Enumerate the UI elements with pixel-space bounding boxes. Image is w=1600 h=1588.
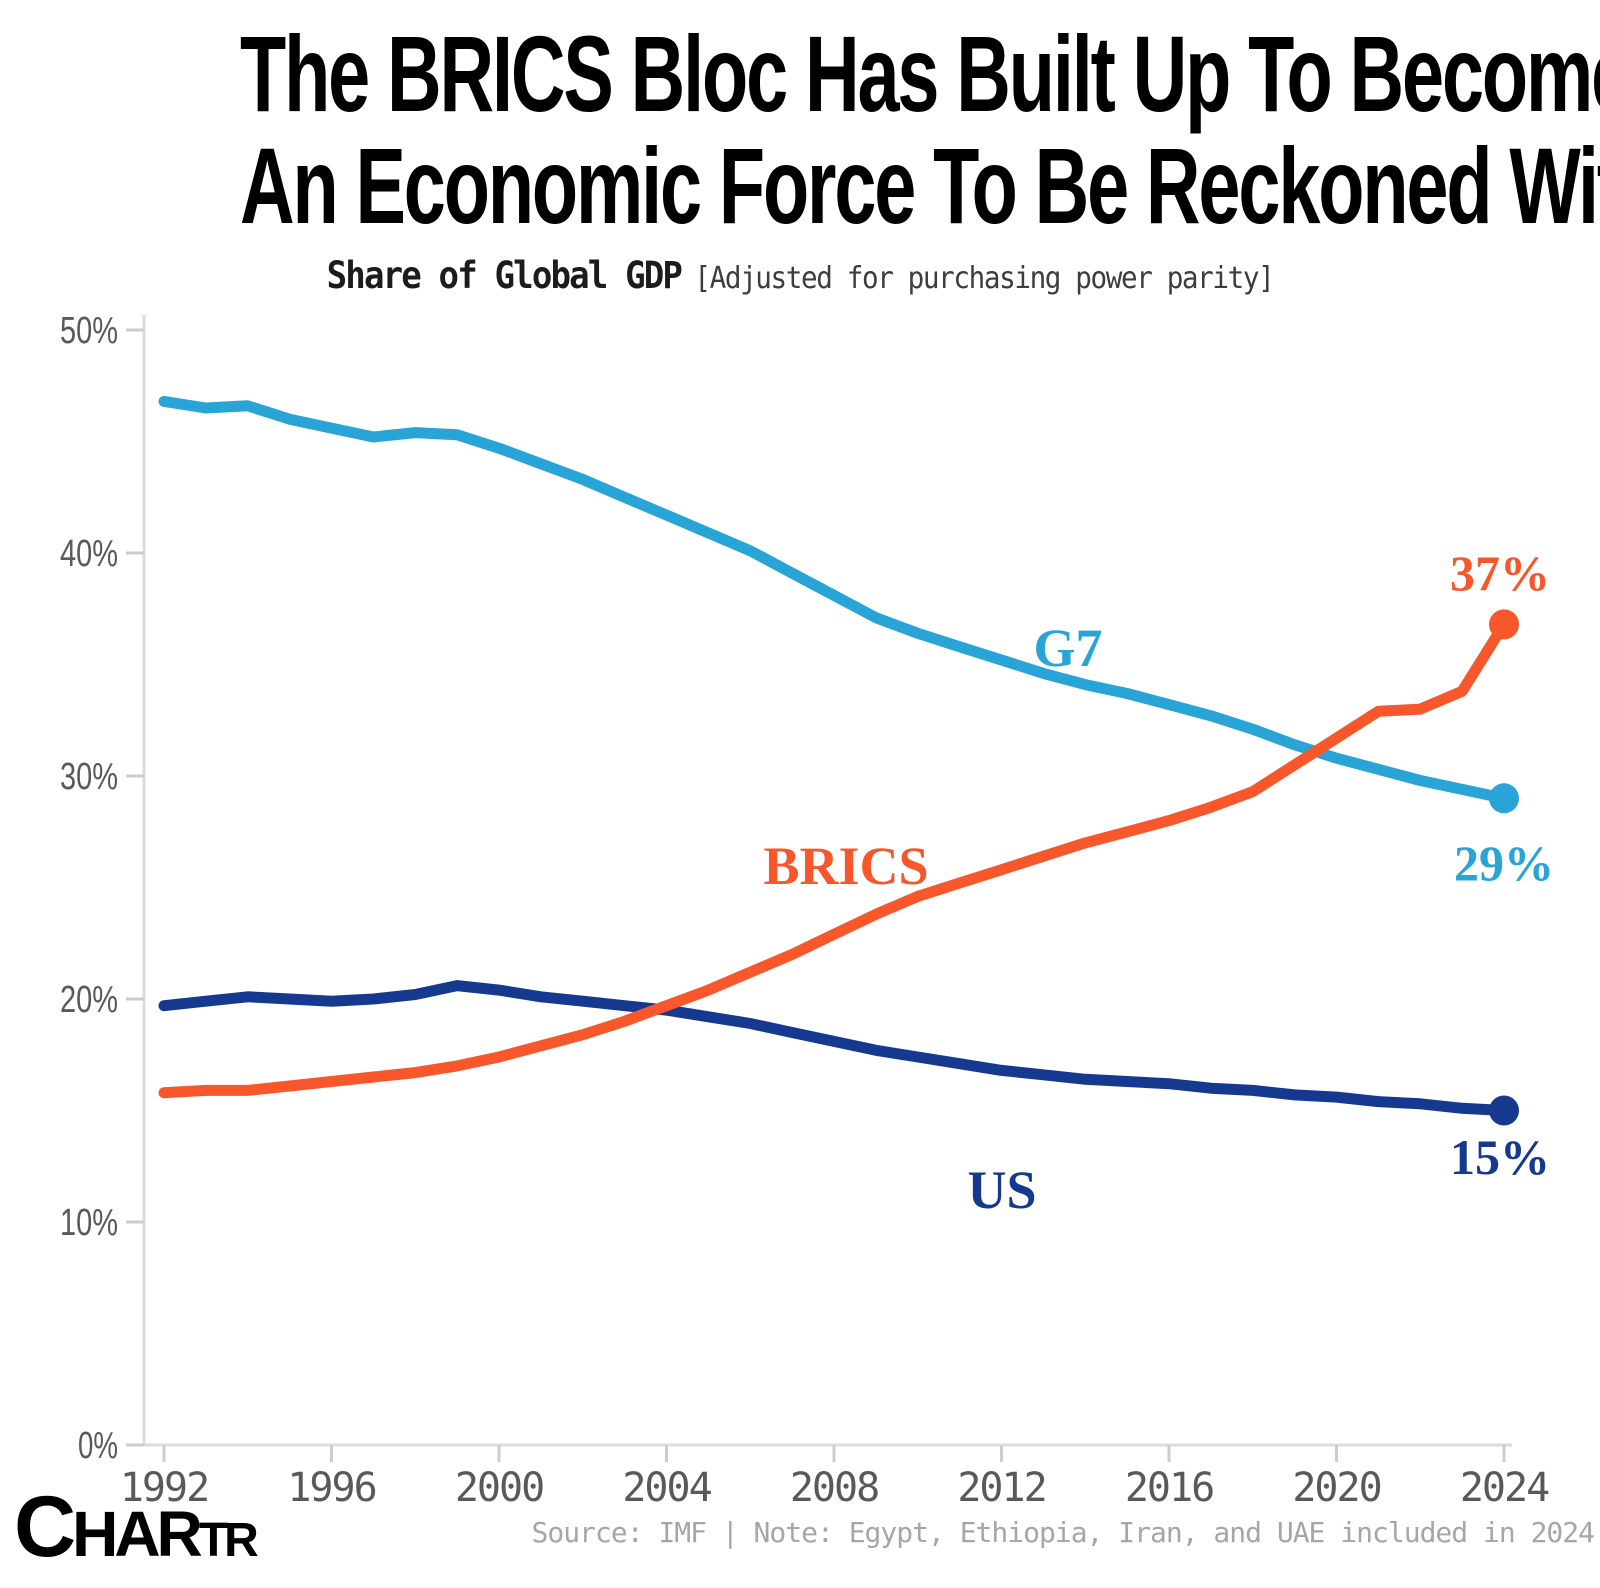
subtitle-note: [Adjusted for purchasing power parity]: [694, 261, 1274, 296]
page-title-line-2: An Economic Force To Be Reckoned With: [240, 125, 1600, 246]
x-axis-tick-label: 2000: [455, 1465, 543, 1510]
x-axis-tick-label: 2012: [957, 1465, 1045, 1510]
g7-line: [158, 395, 1510, 804]
y-axis-tick-label: 10%: [60, 1202, 118, 1244]
series-label-g7: G7: [1033, 618, 1102, 678]
logo-segment-3: TR: [198, 1514, 259, 1567]
g7-end-dot: [1489, 783, 1519, 814]
us-line: [158, 980, 1510, 1116]
subtitle-main: Share of Global GDP: [326, 254, 683, 297]
chart-area: 0% 10% 20% 30% 40% 50% 1992 1996 2000 2004 2008 201…: [0, 295, 1600, 1510]
logo-segment-1: C: [14, 1479, 76, 1575]
x-axis-tick-label: 2020: [1292, 1465, 1380, 1510]
brics-line: [158, 618, 1510, 1099]
x-axis-tick-label: 2008: [790, 1465, 878, 1510]
chart-subtitle: Share of Global GDP [Adjusted for purcha…: [64, 254, 1536, 297]
x-axis-tick-label: 2004: [622, 1465, 711, 1510]
page-title-line-1: The BRICS Bloc Has Built Up To Become: [240, 13, 1600, 134]
y-axis-tick-label: 40%: [60, 533, 118, 575]
end-value-label-us: 15%: [1450, 1129, 1550, 1185]
line-chart-canvas: 0% 10% 20% 30% 40% 50% 1992 1996 2000 2004 2008 201…: [60, 310, 1554, 1510]
y-axis-tick-label: 50%: [60, 310, 118, 352]
brics-end-dot: [1489, 609, 1519, 640]
series-label-us: US: [967, 1160, 1036, 1220]
title-block: The BRICS Bloc Has Built Up To Become An…: [0, 0, 1600, 242]
x-axis-tick-label: 2016: [1125, 1465, 1213, 1510]
series-label-brics: BRICS: [763, 836, 928, 896]
y-axis-tick-label: 0%: [78, 1425, 118, 1467]
chartr-logo: CHARTR: [14, 1478, 259, 1577]
logo-segment-2: HAR: [72, 1498, 203, 1570]
end-value-label-brics: 37%: [1450, 545, 1550, 601]
end-value-label-g7: 29%: [1454, 835, 1554, 891]
y-axis-tick-label: 30%: [60, 756, 118, 798]
x-axis-tick-label: 1996: [287, 1465, 375, 1510]
y-axis-tick-label: 20%: [60, 979, 118, 1021]
x-axis-tick-label: 1992: [120, 1465, 208, 1510]
us-end-dot: [1489, 1095, 1519, 1126]
x-axis-tick-label: 2024: [1460, 1465, 1549, 1510]
source-note: Source: IMF | Note: Egypt, Ethiopia, Ira…: [531, 1516, 1595, 1549]
